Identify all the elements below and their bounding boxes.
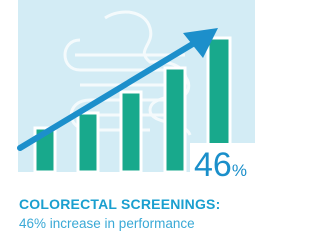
badge-number: 46 bbox=[194, 146, 232, 184]
caption-heading: COLORECTAL SCREENINGS: bbox=[19, 196, 220, 212]
bar bbox=[165, 68, 185, 172]
caption-text: 46% increase in performance bbox=[19, 216, 195, 231]
bar bbox=[121, 92, 141, 172]
badge-unit: % bbox=[232, 161, 247, 180]
page: 46% COLORECTAL SCREENINGS: 46% increase … bbox=[0, 0, 269, 240]
bar bbox=[78, 113, 98, 172]
